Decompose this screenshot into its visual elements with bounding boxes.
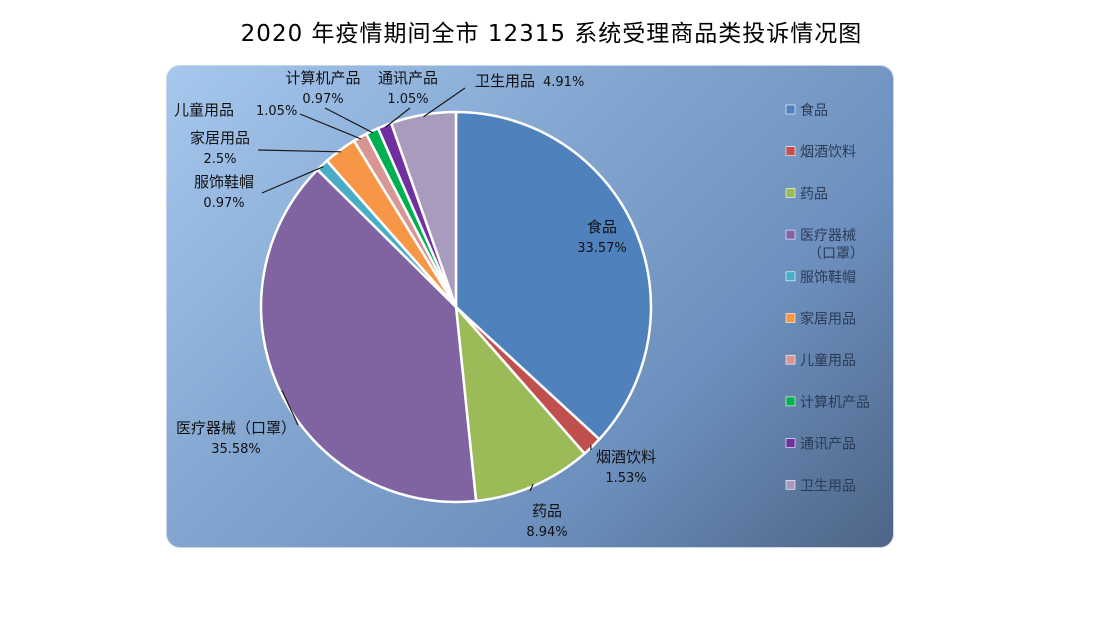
pie-slice-1: [454, 110, 653, 442]
pie-slices: [259, 110, 653, 504]
legend-label-slice-4: 医疗器械: [800, 228, 856, 244]
legend-label-slice-1: 食品: [800, 102, 828, 119]
data-label-name-slice-5: 服饰鞋帽: [194, 173, 254, 191]
leader-line-slice-6: [257, 149, 342, 153]
legend-swatch-slice-5: [785, 271, 796, 282]
pie-slice-4: [259, 167, 478, 504]
data-label-value-slice-3: 8.94%: [526, 525, 567, 540]
legend-label-slice-5: 服饰鞋帽: [800, 270, 856, 286]
data-labels: 食品 33.57% 烟酒饮料 1.53% 药品 8.94% 医疗器械（口罩） 35.58% 服饰…: [174, 69, 656, 540]
legend-swatch-slice-7: [785, 354, 796, 365]
legend-label-slice-4-line2: （口罩）: [808, 246, 864, 262]
leader-line-slice-10: [423, 87, 466, 118]
chart-title: 2020 年疫情期间全市 12315 系统受理商品类投诉情况图: [240, 21, 863, 47]
data-label-value-slice-5: 0.97%: [203, 196, 244, 211]
data-label-name-slice-6: 家居用品: [190, 129, 250, 147]
data-label-value-slice-2: 1.53%: [605, 471, 646, 486]
data-label-value-slice-9: 1.05%: [387, 92, 428, 107]
legend-label-slice-6: 家居用品: [800, 311, 856, 328]
pie-slice-3: [454, 303, 587, 503]
legend-label-slice-7: 儿童用品: [800, 352, 856, 369]
data-label-value-slice-8: 0.97%: [302, 92, 343, 107]
data-label-name-slice-1: 食品: [587, 218, 617, 236]
data-label-name-slice-4: 医疗器械（口罩）: [176, 419, 296, 437]
legend-swatch-slice-10: [785, 479, 796, 490]
legend-swatch-slice-9: [785, 438, 796, 448]
leader-lines: [257, 87, 592, 492]
data-label-value-slice-6: 2.5%: [203, 152, 236, 167]
data-label-value-slice-4: 35.58%: [211, 442, 261, 457]
leader-line-slice-7: [299, 113, 362, 140]
data-label-name-slice-9: 通讯产品: [378, 69, 438, 87]
leader-line-slice-5: [261, 166, 324, 194]
legend-swatch-slice-1: [785, 104, 796, 115]
data-label-value-slice-10: 4.91%: [543, 75, 584, 90]
leader-line-slice-4: [281, 390, 299, 426]
legend-swatch-slice-3: [785, 188, 796, 198]
data-label-name-slice-10: 卫生用品: [475, 72, 535, 90]
legend-swatch-slice-6: [785, 313, 796, 323]
data-label-value-slice-1: 33.57%: [577, 241, 627, 256]
legend-swatch-slice-8: [785, 396, 796, 407]
data-label-name-slice-3: 药品: [532, 502, 562, 520]
data-label-name-slice-8: 计算机产品: [285, 69, 360, 87]
legend-label-slice-2: 烟酒饮料: [800, 145, 856, 161]
legend-swatch-slice-4: [785, 229, 796, 240]
leader-line-slice-9: [384, 107, 411, 128]
legend-label-slice-10: 卫生用品: [800, 478, 856, 494]
leader-line-slice-3: [529, 483, 534, 492]
data-label-value-slice-7: 1.05%: [256, 104, 297, 119]
legend-label-slice-3: 药品: [800, 186, 828, 202]
leader-line-slice-8: [324, 107, 374, 134]
data-label-name-slice-7: 儿童用品: [174, 101, 234, 119]
legend-label-slice-8: 计算机产品: [800, 395, 870, 411]
legend-label-slice-9: 通讯产品: [800, 437, 856, 453]
legend-swatch-slice-2: [785, 146, 796, 156]
data-label-name-slice-2: 烟酒饮料: [596, 448, 656, 466]
